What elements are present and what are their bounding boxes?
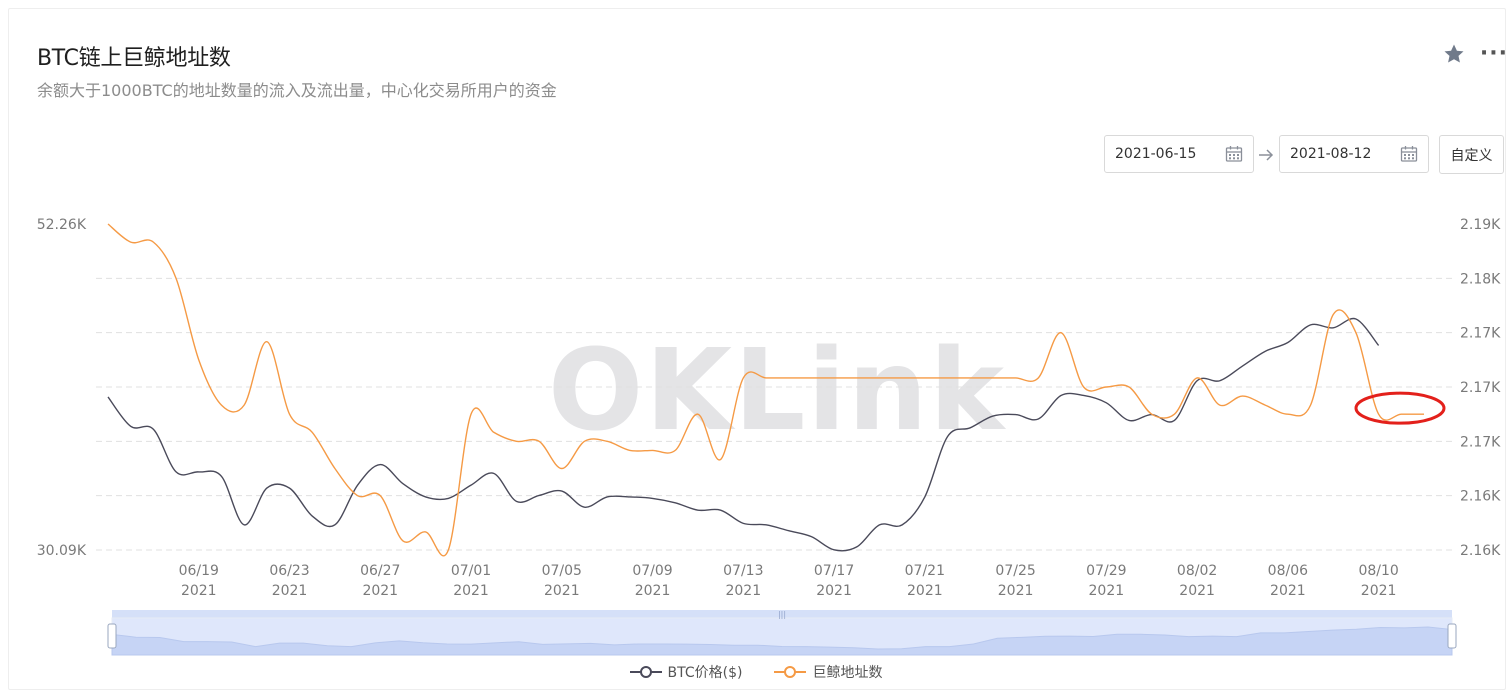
x-tick-label-year: 2021 [1361,583,1397,599]
x-tick-label: 08/06 [1268,563,1308,579]
x-tick-label: 06/27 [360,563,400,579]
calendar-icon [1400,146,1418,162]
x-tick-label-year: 2021 [907,583,943,599]
legend-label-btc-price: BTC价格($) [667,665,743,681]
y-right-tick-label: 2.17K [1460,326,1501,342]
y-left-tick-label: 52.26K [37,217,87,233]
y-left-tick-label: 30.09K [37,543,87,559]
x-tick-label-year: 2021 [181,583,217,599]
x-tick-label-year: 2021 [1179,583,1215,599]
watermark: OKLink [548,326,1006,456]
x-tick-label-year: 2021 [816,583,852,599]
x-tick-label-year: 2021 [544,583,580,599]
y-right-tick-label: 2.17K [1460,380,1501,396]
end-date-input[interactable]: 2021-08-12 [1279,135,1429,173]
chart-card [8,8,1506,690]
y-right-tick-label: 2.18K [1460,271,1501,287]
x-tick-label-year: 2021 [1089,583,1125,599]
star-icon[interactable] [1442,42,1466,66]
arrow-right-icon [1259,149,1274,161]
header-actions: ··· [1442,42,1508,66]
x-tick-label: 08/02 [1177,563,1217,579]
chart-title: BTC链上巨鲸地址数 [37,46,231,71]
x-tick-label: 06/23 [269,563,309,579]
x-tick-label: 07/05 [542,563,582,579]
start-date-value: 2021-06-15 [1115,146,1197,162]
chart-legend: BTC价格($) 巨鲸地址数 [0,662,1512,682]
series-line-btc-price [107,317,1380,552]
x-tick-label-year: 2021 [453,583,489,599]
slider-top-bar [112,610,1452,618]
slider-grip-icon: ||| [778,610,786,619]
legend-label-whale-count: 巨鲸地址数 [812,665,883,681]
y-right-tick-label: 2.17K [1460,434,1501,450]
x-tick-label: 08/10 [1358,563,1398,579]
x-tick-label-year: 2021 [1270,583,1306,599]
slider-handle-icon[interactable] [1447,623,1457,649]
x-tick-label: 07/13 [723,563,763,579]
more-icon[interactable]: ··· [1479,41,1508,66]
start-date-input[interactable]: 2021-06-15 [1104,135,1254,173]
calendar-icon [1225,146,1243,162]
x-tick-label: 07/17 [814,563,854,579]
legend-item-btc-price[interactable]: BTC价格($) [629,662,743,682]
end-date-value: 2021-08-12 [1290,146,1372,162]
y-right-tick-label: 2.16K [1460,543,1501,559]
x-tick-label-year: 2021 [635,583,671,599]
x-tick-label: 07/29 [1086,563,1126,579]
slider-preview [111,626,1453,656]
chart-subtitle: 余额大于1000BTC的地址数量的流入及流出量，中心化交易所用户的资金 [37,81,557,100]
legend-symbol-btc-price [629,666,662,678]
x-tick-label-year: 2021 [998,583,1034,599]
highlight-annotation [1354,391,1446,425]
legend-symbol-whale-count [774,666,807,678]
y-right-tick-label: 2.16K [1460,489,1501,505]
x-tick-label-year: 2021 [725,583,761,599]
x-tick-label-year: 2021 [272,583,308,599]
x-tick-label: 07/21 [905,563,945,579]
custom-range-button[interactable]: 自定义 [1439,135,1504,174]
x-tick-label: 07/01 [451,563,491,579]
x-tick-label: 07/25 [995,563,1035,579]
legend-item-whale-count[interactable]: 巨鲸地址数 [774,662,882,682]
y-right-tick-label: 2.19K [1460,217,1501,233]
x-tick-label-year: 2021 [362,583,398,599]
slider-handle-icon[interactable] [107,623,117,649]
x-tick-label: 06/19 [179,563,219,579]
x-tick-label: 07/09 [632,563,672,579]
series-line-whale-count [107,223,1424,557]
